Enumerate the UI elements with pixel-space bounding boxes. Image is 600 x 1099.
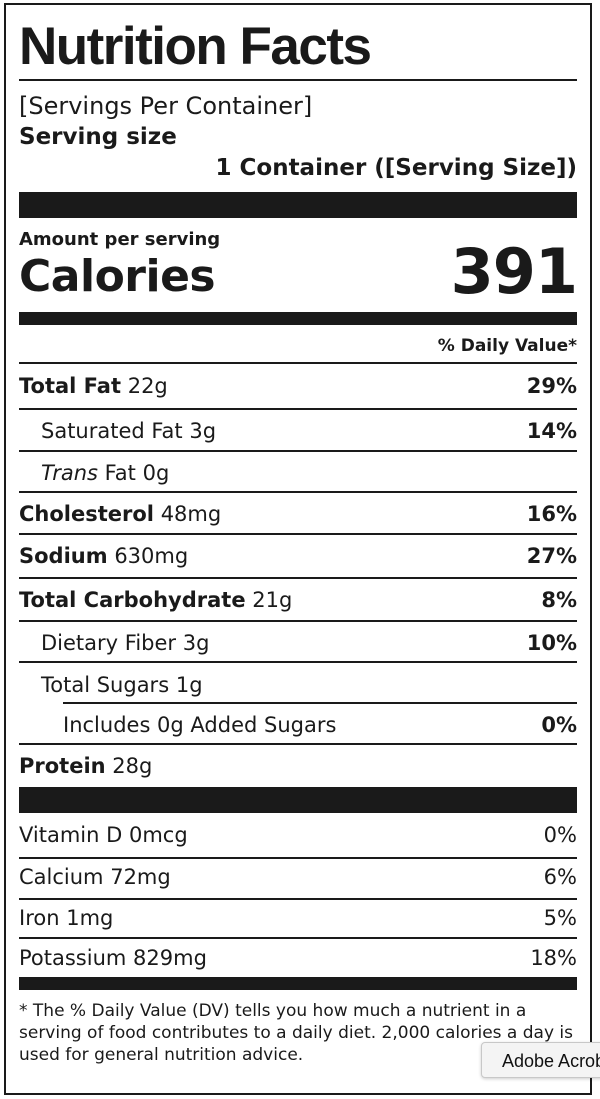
nutrient-row-added-sugars: Includes 0g Added Sugars 0%	[19, 706, 577, 744]
nutrient-amount: 0g	[142, 461, 170, 485]
vitamin-amount: 1mg	[66, 906, 114, 930]
nutrient-row-saturated-fat: Saturated Fat 3g 14%	[19, 412, 577, 450]
nutrient-name: Total Sugars	[41, 673, 170, 697]
nutrient-row-protein: Protein 28g	[19, 747, 577, 785]
vitamin-name: Potassium	[19, 946, 127, 970]
vitamin-row-iron: Iron 1mg 5%	[19, 899, 577, 937]
nutrient-row-total-fat: Total Fat 22g 29%	[19, 367, 577, 405]
nutrient-name: Sodium	[19, 544, 108, 568]
nutrient-row-dietary-fiber: Dietary Fiber 3g 10%	[19, 624, 577, 662]
nutrient-name: Dietary Fiber	[41, 631, 177, 655]
nutrient-row-sodium: Sodium 630mg 27%	[19, 537, 577, 575]
nutrient-name: Protein	[19, 754, 106, 778]
divider	[19, 450, 577, 452]
medium-divider	[19, 312, 577, 325]
divider	[19, 533, 577, 535]
nutrient-row-trans-fat: Trans Fat 0g	[19, 454, 577, 492]
calories-value: 391	[450, 235, 578, 308]
nutrient-row-cholesterol: Cholesterol 48mg 16%	[19, 495, 577, 533]
nutrient-percent: 14%	[526, 419, 577, 443]
vitamin-name: Calcium	[19, 865, 104, 889]
nutrient-amount: 21g	[252, 588, 293, 612]
nutrient-name: Total Carbohydrate	[19, 588, 246, 612]
vitamin-amount: 0mcg	[128, 823, 188, 847]
nutrient-amount: 22g	[127, 374, 168, 398]
nutrient-row-total-carbohydrate: Total Carbohydrate 21g 8%	[19, 581, 577, 619]
nutrient-percent: 0%	[541, 713, 577, 737]
vitamin-row-potassium: Potassium 829mg 18%	[19, 939, 577, 977]
nutrient-name: Includes 0g Added Sugars	[63, 713, 337, 737]
nutrient-amount: 28g	[112, 754, 153, 778]
vitamin-name: Iron	[19, 906, 60, 930]
adobe-acrobat-tooltip: Adobe Acrobat	[481, 1042, 600, 1078]
nutrition-facts-label: Nutrition Facts [Servings Per Container]…	[4, 3, 592, 1095]
servings-per-container: [Servings Per Container]	[19, 92, 313, 120]
nutrient-amount: 48mg	[160, 502, 222, 526]
divider	[19, 362, 577, 364]
nutrient-amount: 3g	[182, 631, 210, 655]
nutrient-amount: 630mg	[114, 544, 189, 568]
nutrient-name: Trans	[41, 461, 98, 485]
serving-size-value: 1 Container ([Serving Size])	[215, 155, 578, 181]
thick-divider	[19, 192, 577, 218]
calories-label: Calories	[19, 251, 216, 302]
label-title: Nutrition Facts	[19, 17, 372, 76]
nutrient-percent: 10%	[526, 631, 577, 655]
nutrient-name-suffix: Fat	[104, 461, 136, 485]
vitamin-percent: 5%	[543, 906, 577, 930]
divider	[19, 898, 577, 900]
divider	[19, 491, 577, 493]
vitamin-percent: 6%	[543, 865, 577, 889]
divider	[63, 702, 577, 704]
nutrient-percent: 16%	[526, 502, 577, 526]
nutrient-name: Total Fat	[19, 374, 122, 398]
divider	[19, 857, 577, 859]
vitamin-percent: 0%	[543, 823, 577, 847]
divider	[19, 79, 577, 81]
nutrient-amount: 3g	[189, 419, 217, 443]
divider	[19, 620, 577, 622]
serving-size-label: Serving size	[19, 124, 177, 150]
divider	[19, 577, 577, 579]
nutrient-percent: 8%	[541, 588, 577, 612]
amount-per-serving: Amount per serving	[19, 229, 221, 250]
vitamin-name: Vitamin D	[19, 823, 123, 847]
medium-divider	[19, 977, 577, 990]
nutrient-percent: 27%	[526, 544, 577, 568]
nutrient-row-total-sugars: Total Sugars 1g	[19, 666, 577, 704]
daily-value-header: % Daily Value*	[437, 336, 577, 356]
divider	[19, 661, 577, 663]
thick-divider	[19, 787, 577, 813]
nutrient-name: Saturated Fat	[41, 419, 183, 443]
vitamin-amount: 72mg	[110, 865, 171, 889]
divider	[19, 408, 577, 410]
nutrient-amount: 1g	[175, 673, 203, 697]
nutrient-percent: 29%	[526, 374, 577, 398]
footnote: * The % Daily Value (DV) tells you how m…	[19, 1001, 574, 1065]
nutrient-name: Cholesterol	[19, 502, 154, 526]
vitamin-row-calcium: Calcium 72mg 6%	[19, 858, 577, 896]
vitamin-amount: 829mg	[133, 946, 207, 970]
vitamin-row-vitamin-d: Vitamin D 0mcg 0%	[19, 816, 577, 854]
divider	[19, 937, 577, 939]
divider	[19, 743, 577, 745]
vitamin-percent: 18%	[530, 946, 577, 970]
